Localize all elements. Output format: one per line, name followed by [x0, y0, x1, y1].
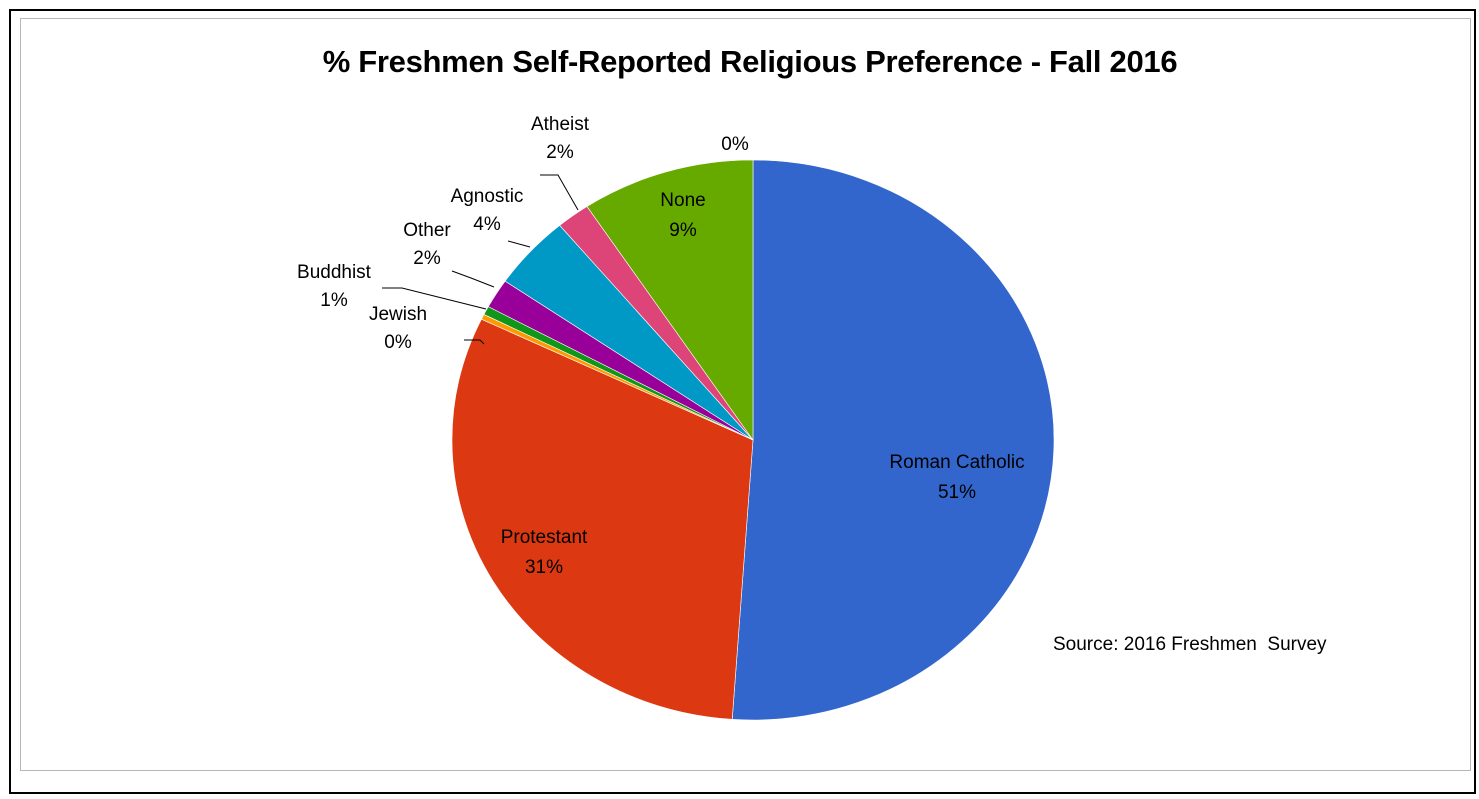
chart-title: % Freshmen Self-Reported Religious Prefe… [322, 44, 1178, 79]
slice-percent-jewish: 0% [384, 332, 412, 353]
slice-percent-agnostic: 4% [473, 214, 501, 235]
source-note: Source: 2016 Freshmen Survey [1053, 634, 1327, 655]
pie-slice-roman-catholic [731, 159, 1055, 721]
slice-percent-other: 2% [413, 248, 441, 269]
slice-percent-roman-catholic: 51% [938, 482, 976, 503]
slice-label-other: Other [403, 220, 451, 241]
slice-percent-atheist: 2% [546, 142, 574, 163]
slice-label-protestant: Protestant [501, 527, 588, 548]
chart-plot-frame [20, 18, 1471, 771]
leader-line-other [451, 270, 495, 288]
slice-labels: Roman Catholic 51% Protestant 31% Jewish 0% Bu… [297, 114, 1025, 578]
slice-percent-slice-8: 0% [721, 134, 749, 155]
slice-label-agnostic: Agnostic [451, 186, 524, 207]
pie-slice-none [586, 159, 754, 441]
slice-percent-buddhist: 1% [320, 290, 348, 311]
leader-line-agnostic [507, 240, 531, 248]
leader-line-atheist [540, 174, 579, 211]
leader-line-buddhist [382, 287, 487, 310]
pie-slice-protestant [451, 318, 754, 720]
slice-label-none: None [660, 190, 705, 211]
slice-label-jewish: Jewish [369, 304, 427, 325]
slice-percent-protestant: 31% [525, 557, 563, 578]
leader-lines [382, 174, 579, 345]
slice-percent-none: 9% [669, 220, 697, 241]
slice-label-buddhist: Buddhist [297, 262, 372, 283]
slice-label-roman-catholic: Roman Catholic [889, 452, 1024, 473]
leader-line-jewish [464, 339, 485, 345]
slice-label-atheist: Atheist [531, 114, 590, 135]
pie-slices [451, 159, 1055, 721]
